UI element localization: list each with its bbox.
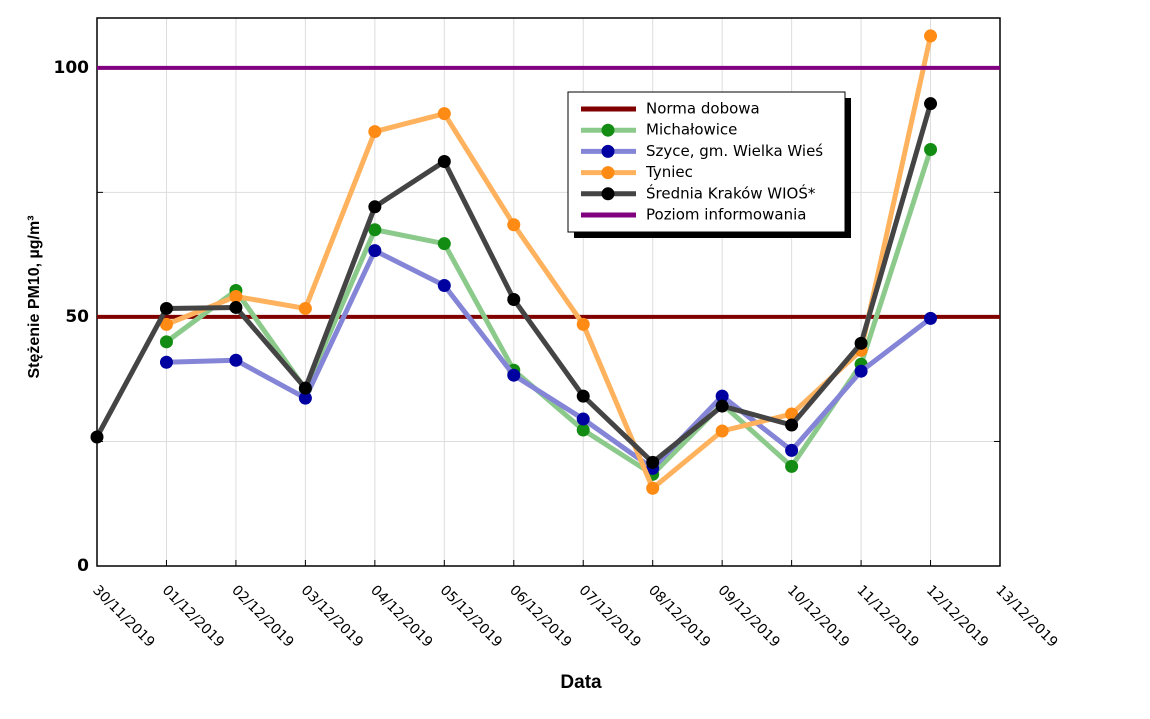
legend-marker [601,123,615,137]
data-point [715,424,729,438]
x-tick-label: 08/12/2019 [645,582,713,650]
y-tick-label: 0 [77,556,89,576]
plot-frame [96,17,1001,567]
data-point [854,364,868,378]
data-point [576,389,590,403]
data-point [298,381,312,395]
series-line [166,248,933,471]
data-point [159,335,173,349]
data-point [229,300,243,314]
data-point [159,317,173,331]
legend-label: Norma dobowa [646,100,760,118]
x-tick-label: 06/12/2019 [506,582,574,650]
data-point [90,430,104,444]
x-tick-label: 12/12/2019 [923,582,991,650]
legend-label: Szyce, gm. Wielka Wieś [646,142,823,160]
data-point [785,407,799,421]
data-point [437,107,451,121]
legend-marker [601,187,615,201]
data-point [646,481,660,495]
x-tick-label: 11/12/2019 [853,582,921,650]
y-tick-label: 100 [54,58,90,78]
data-point [715,399,729,413]
data-point [924,29,938,43]
legend [567,91,846,233]
data-point [576,412,590,426]
data-point [298,391,312,405]
data-point [368,244,382,258]
x-tick-label: 13/12/2019 [992,582,1060,650]
data-point [576,317,590,331]
legend-label: Średnia Kraków WIOŚ* [646,183,816,202]
data-point [229,289,243,303]
data-point [924,97,938,111]
data-point [646,455,660,469]
x-tick-label: 05/12/2019 [437,582,505,650]
legend-marker [601,166,615,180]
data-point [229,353,243,367]
data-point [368,223,382,237]
x-tick-label: 01/12/2019 [159,582,227,650]
legend-label: Poziom informowania [646,206,806,224]
x-tick-label: 10/12/2019 [784,582,852,650]
data-point [785,418,799,432]
data-point [298,301,312,315]
series-line [165,35,933,491]
data-point [437,279,451,293]
data-point [576,423,590,437]
data-point [854,336,868,350]
data-point [507,218,521,232]
data-point [368,125,382,139]
data-point [159,301,173,315]
data-point [507,368,521,382]
x-tick-label: 02/12/2019 [228,582,296,650]
x-tick-label: 30/11/2019 [89,582,157,650]
data-point [924,311,938,325]
x-axis-label: Data [560,672,602,693]
y-axis-label: Stężenie PM10, µg/m³ [26,215,43,378]
data-point [159,355,173,369]
legend-label: Tyniec [645,163,693,181]
data-point [437,154,451,168]
x-tick-label: 03/12/2019 [298,582,366,650]
data-point [715,389,729,403]
data-point [437,237,451,251]
x-tick-label: 04/12/2019 [367,582,435,650]
x-tick-label: 09/12/2019 [714,582,782,650]
y-tick-label: 50 [65,307,89,327]
data-point [368,200,382,214]
legend-marker [601,144,615,158]
data-point [924,143,938,157]
data-point [785,443,799,457]
x-tick-label: 07/12/2019 [576,582,644,650]
data-point [785,459,799,473]
legend-label: Michałowice [646,121,737,139]
data-point [507,292,521,306]
